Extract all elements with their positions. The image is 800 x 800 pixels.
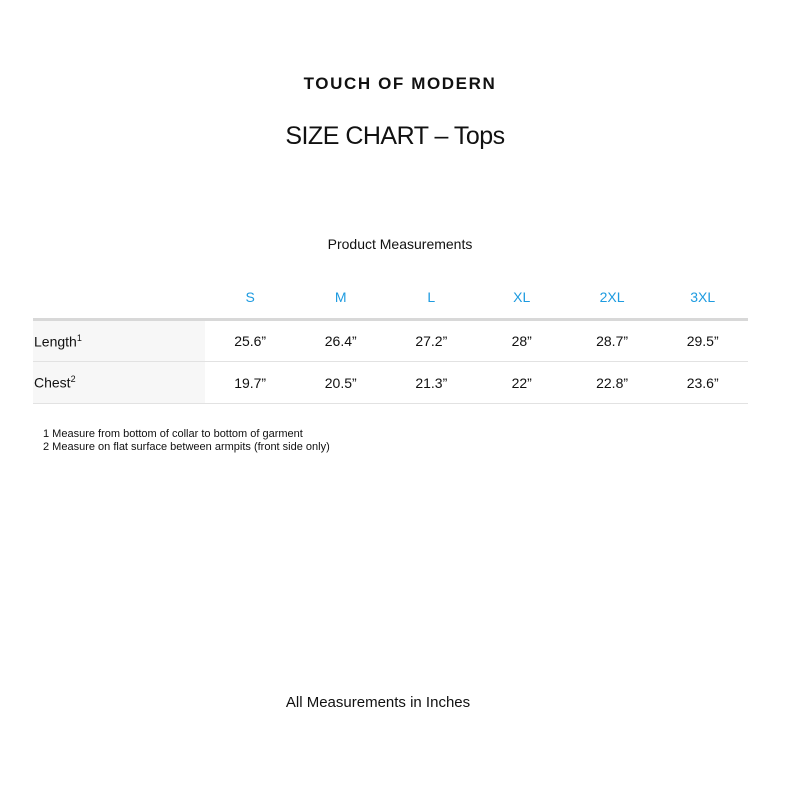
cell: 22.8” <box>566 361 658 404</box>
cell: 23.6” <box>657 361 748 404</box>
cell: 22” <box>476 361 567 404</box>
footnotes: 1 Measure from bottom of collar to botto… <box>43 428 330 454</box>
cell: 28” <box>476 318 567 362</box>
size-header: M <box>334 289 347 305</box>
cell: 26.4” <box>295 318 387 362</box>
header-blank <box>33 276 205 320</box>
units-note: All Measurements in Inches <box>285 694 471 711</box>
footnote: 2 Measure on flat surface between armpit… <box>43 441 330 453</box>
table-caption: Product Measurements <box>327 236 473 252</box>
size-header: 3XL <box>690 289 716 305</box>
table-row: Length1 25.6” 26.4” 27.2” 28” 28.7” 29.5… <box>33 318 748 362</box>
table-row: Chest2 19.7” 20.5” 21.3” 22” 22.8” 23.6” <box>33 361 748 404</box>
cell: 27.2” <box>386 318 477 362</box>
row-label-text: Length <box>34 333 77 350</box>
page-title: SIZE CHART – Tops <box>285 122 505 150</box>
brand-logo: TOUCH OF MODERN <box>303 74 497 93</box>
size-header: 2XL <box>599 289 625 305</box>
cell: 25.6” <box>204 318 296 362</box>
cell: 20.5” <box>295 361 387 404</box>
row-label: Chest2 <box>33 361 205 404</box>
cell: 19.7” <box>204 361 296 404</box>
row-label-text: Chest <box>34 374 71 391</box>
size-header: S <box>245 289 255 305</box>
size-header-row: S M L XL 2XL 3XL <box>33 276 748 320</box>
cell: 28.7” <box>566 318 658 362</box>
cell: 29.5” <box>657 318 748 362</box>
size-header: L <box>427 289 436 305</box>
size-header: XL <box>513 289 531 305</box>
footnote-ref: 1 <box>76 332 82 343</box>
row-label: Length1 <box>33 318 205 362</box>
size-table: S M L XL 2XL 3XL Length1 25.6” 26.4” 27.… <box>33 276 748 404</box>
footnote: 1 Measure from bottom of collar to botto… <box>43 428 303 440</box>
cell: 21.3” <box>386 361 477 404</box>
footnote-ref: 2 <box>70 374 76 385</box>
